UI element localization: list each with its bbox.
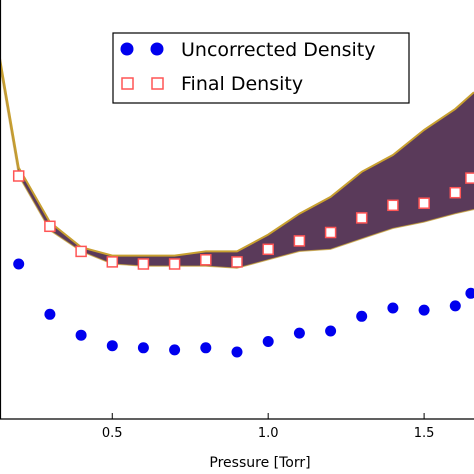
legend-marker-uncorrected-2 [150,42,164,56]
legend-box [112,32,410,104]
uncorrected-density-point [169,344,181,356]
final-density-point [262,243,274,256]
uncorrected-density-point [137,342,149,354]
uncorrected-density-point [200,342,212,354]
points-layer [12,170,474,358]
legend-marker-uncorrected-1 [120,42,134,56]
uncorrected-density-point [231,346,243,358]
legend: Uncorrected Density Final Density [112,32,410,104]
final-density-point [168,258,181,270]
uncorrected-density-point [44,308,56,320]
final-density-point [355,212,368,224]
final-density-point [106,256,119,268]
uncorrected-density-point [449,300,461,312]
final-density-point [75,245,87,258]
final-density-point [293,235,306,247]
legend-label-uncorrected: Uncorrected Density [181,39,376,61]
final-density-point [12,170,25,182]
final-density-point [44,220,56,233]
final-density-point [200,254,212,266]
band-layer [0,58,474,269]
x-tick-label: 1.5 [414,426,435,441]
uncorrected-density-point [418,304,430,316]
uncorrected-density-point [387,302,399,314]
uncorrected-density-point [75,329,87,341]
final-density-point [137,258,150,270]
uncorrected-density-point [356,310,368,322]
final-density-point [449,186,462,199]
x-tick-label: 1.0 [258,426,279,441]
uncorrected-density-point [293,327,305,339]
final-density-point [324,226,337,239]
final-density-point [231,256,243,268]
uncertainty-band [0,58,474,269]
band-lower-edge [0,66,474,269]
final-density-point [418,197,430,209]
legend-marker-final-1 [121,77,134,90]
legend-marker-final-2 [151,77,164,90]
uncorrected-density-point [465,287,474,299]
x-axis-label: Pressure [Torr] [209,455,310,471]
uncorrected-density-point [262,336,274,347]
uncorrected-density-point [106,340,118,352]
legend-label-final: Final Density [181,73,303,95]
uncorrected-density-point [13,258,25,270]
final-density-point [387,199,399,212]
final-density-point [465,172,474,184]
x-tick-label: 0.5 [102,426,123,441]
uncorrected-density-point [325,325,337,337]
band-upper-edge [0,58,474,257]
x-ticks: 0.5 1.0 1.5 [102,413,435,441]
